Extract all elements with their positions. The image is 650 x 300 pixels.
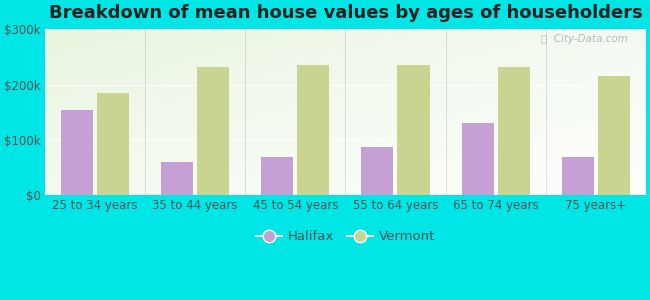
Bar <box>261 157 293 195</box>
Text: ⓘ  City-Data.com: ⓘ City-Data.com <box>541 34 628 44</box>
Bar <box>598 76 630 195</box>
Bar <box>61 110 93 195</box>
Bar <box>97 93 129 195</box>
Bar <box>161 162 193 195</box>
Bar <box>297 65 330 195</box>
Bar <box>361 147 393 195</box>
Bar <box>197 67 229 195</box>
Bar <box>462 123 493 195</box>
Bar <box>498 67 530 195</box>
Title: Breakdown of mean house values by ages of householders: Breakdown of mean house values by ages o… <box>49 4 642 22</box>
Legend: Halifax, Vermont: Halifax, Vermont <box>250 225 440 248</box>
Bar <box>397 65 430 195</box>
Bar <box>562 157 593 195</box>
